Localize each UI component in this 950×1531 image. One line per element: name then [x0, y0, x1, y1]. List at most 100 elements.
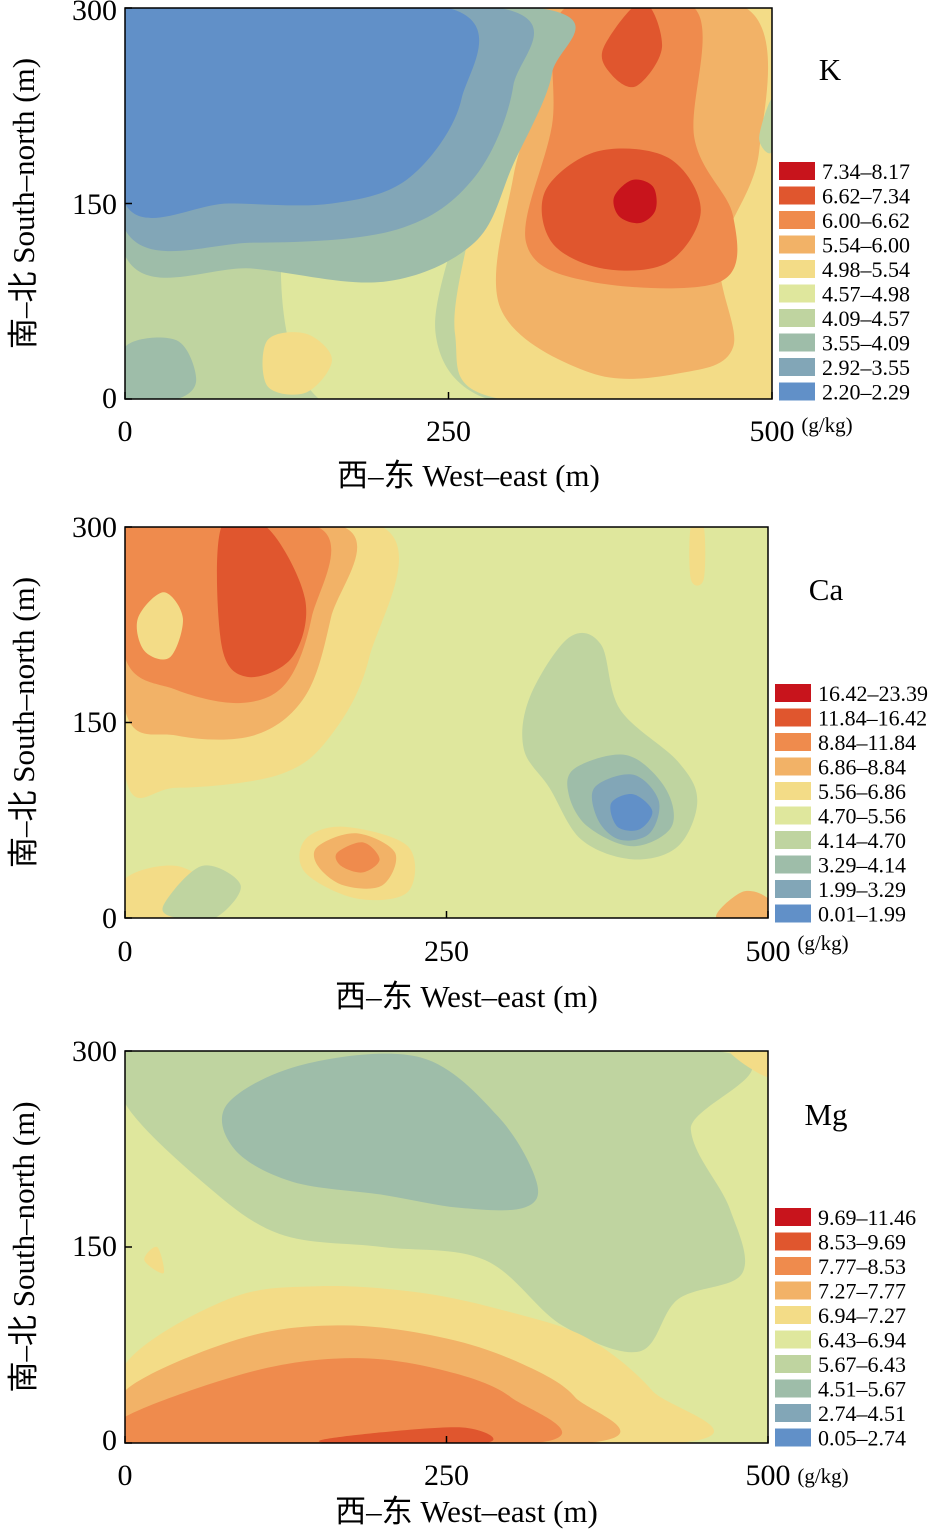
legend-swatch: [779, 260, 815, 278]
legend-label: 6.00–6.62: [822, 208, 910, 233]
x-tick-label: 250: [424, 1459, 469, 1492]
legend-swatch: [779, 186, 815, 205]
legend-label: 4.57–4.98: [822, 282, 910, 307]
legend-label: 3.55–4.09: [822, 331, 910, 356]
legend-label: 8.84–11.84: [818, 730, 916, 755]
contour-region: [125, 337, 197, 399]
panel-title: Mg: [804, 1097, 847, 1132]
legend-label: 2.74–4.51: [818, 1401, 906, 1426]
legend-unit: (g/kg): [797, 931, 848, 955]
legend-swatch: [775, 684, 811, 702]
legend-label: 9.69–11.46: [818, 1205, 916, 1230]
legend-swatch: [775, 806, 811, 825]
x-tick-label: 500: [746, 1459, 791, 1492]
legend-label: 2.92–3.55: [822, 355, 910, 380]
panel-ca: 0 250 500 0 150 300 西–东 West–east (m) 南–北 South…: [6, 511, 928, 1014]
contour-plot-area: [125, 1051, 768, 1443]
legend-swatch: [775, 1404, 811, 1422]
legend-label: 6.94–7.27: [818, 1303, 906, 1328]
legend-swatch: [775, 1306, 811, 1324]
x-axis-label: 西–东 West–east (m): [337, 458, 600, 493]
contour-region: [136, 592, 183, 660]
contour-region: [162, 865, 241, 918]
contour-region: [125, 1358, 563, 1443]
legend-swatch: [779, 358, 815, 376]
contour-region: [318, 1427, 494, 1443]
x-tick-label: 0: [118, 935, 133, 968]
contour-region: [221, 1053, 539, 1211]
contour-plot-area: [125, 527, 768, 918]
legend-swatch: [775, 1330, 811, 1349]
legend-swatch: [779, 235, 815, 254]
legend-swatch: [775, 831, 811, 849]
legend-label: 4.70–5.56: [818, 804, 906, 829]
legend-swatch: [775, 1281, 811, 1300]
y-tick-label: 300: [72, 1035, 117, 1068]
legend-swatch: [775, 782, 811, 800]
legend-label: 0.01–1.99: [818, 902, 906, 927]
legend-label: 2.20–2.29: [822, 380, 910, 405]
legend-label: 4.14–4.70: [818, 828, 906, 853]
contour-region: [610, 793, 653, 831]
legend: 16.42–23.3911.84–16.428.84–11.846.86–8.8…: [775, 681, 928, 955]
legend-label: 7.27–7.77: [818, 1279, 906, 1304]
legend-swatch: [779, 162, 815, 180]
panel-title: K: [819, 52, 842, 87]
legend-swatch: [775, 880, 811, 898]
legend-swatch: [775, 733, 811, 751]
contour-region: [716, 890, 768, 918]
legend-label: 8.53–9.69: [818, 1230, 906, 1255]
legend-swatch: [779, 382, 815, 401]
legend-swatch: [779, 211, 815, 229]
legend-label: 5.56–6.86: [818, 779, 906, 804]
contour-region: [759, 99, 772, 154]
y-tick-label: 300: [72, 0, 117, 27]
y-tick-label: 150: [72, 188, 117, 221]
legend-label: 4.51–5.67: [818, 1377, 906, 1402]
legend-label: 0.05–2.74: [818, 1426, 906, 1451]
panel-title: Ca: [809, 572, 844, 607]
x-axis-label: 西–东 West–east (m): [335, 979, 598, 1014]
legend-unit: (g/kg): [801, 413, 852, 437]
legend-swatch: [775, 1428, 811, 1447]
contour-region: [125, 8, 480, 218]
legend-swatch: [775, 708, 811, 727]
legend-label: 4.09–4.57: [822, 306, 910, 331]
legend-swatch: [779, 333, 815, 352]
legend-swatch: [779, 284, 815, 303]
contour-region: [216, 527, 307, 678]
y-axis-label: 南–北 South–north (m): [6, 577, 41, 868]
legend-swatch: [775, 1355, 811, 1373]
legend-label: 5.54–6.00: [822, 233, 910, 258]
legend-label: 5.67–6.43: [818, 1352, 906, 1377]
legend-label: 4.98–5.54: [822, 257, 910, 282]
contour-region: [144, 1246, 165, 1274]
y-tick-label: 150: [72, 706, 117, 739]
contour-region: [729, 1051, 768, 1078]
contour-region: [689, 527, 706, 586]
legend-label: 6.43–6.94: [818, 1328, 906, 1353]
legend-label: 7.34–8.17: [822, 159, 910, 184]
x-tick-label: 0: [118, 415, 133, 448]
x-tick-label: 250: [426, 415, 471, 448]
legend-label: 16.42–23.39: [818, 681, 928, 706]
legend-label: 3.29–4.14: [818, 853, 906, 878]
legend: 9.69–11.468.53–9.697.77–8.537.27–7.776.9…: [775, 1205, 916, 1488]
legend-label: 7.77–8.53: [818, 1254, 906, 1279]
x-tick-label: 250: [424, 935, 469, 968]
y-axis-label: 南–北 South–north (m): [6, 1101, 41, 1392]
y-tick-label: 0: [102, 382, 117, 415]
y-tick-label: 0: [102, 902, 117, 935]
contour-region: [613, 179, 657, 224]
contour-region: [335, 842, 380, 873]
legend-label: 11.84–16.42: [818, 706, 927, 731]
legend-swatch: [775, 1257, 811, 1275]
y-tick-label: 0: [102, 1424, 117, 1457]
contour-plot-area: [125, 8, 772, 399]
legend-swatch: [775, 1208, 811, 1226]
legend-unit: (g/kg): [797, 1464, 848, 1488]
legend-swatch: [775, 1232, 811, 1251]
x-tick-label: 500: [746, 935, 791, 968]
x-tick-label: 500: [750, 415, 795, 448]
